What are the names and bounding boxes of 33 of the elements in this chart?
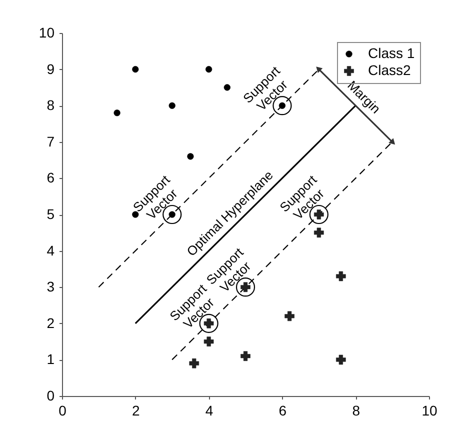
x-tick-label: 10 (422, 402, 438, 418)
point (132, 66, 139, 73)
x-tick-label: 2 (132, 402, 140, 418)
x-tick-label: 4 (205, 402, 214, 418)
point (204, 336, 214, 346)
x-tick-label: 0 (58, 402, 67, 418)
point (189, 358, 200, 368)
y-tick-label: 6 (46, 170, 55, 186)
x-tick-label: 6 (278, 402, 287, 418)
point (187, 153, 194, 160)
y-tick-label: 8 (46, 97, 55, 114)
point (336, 271, 346, 282)
point (205, 66, 212, 73)
point (168, 102, 176, 109)
y-tick-label: 10 (38, 24, 55, 40)
legend-label: Class2 (368, 62, 412, 78)
point (132, 211, 139, 218)
legend-label: Class 1 (368, 45, 415, 61)
y-tick-label: 2 (46, 314, 55, 331)
point (284, 311, 294, 322)
point (314, 228, 324, 238)
y-tick-label: 1 (46, 351, 55, 368)
point (240, 351, 250, 361)
y-tick-label: 0 (46, 388, 55, 404)
y-tick-label: 4 (46, 242, 55, 258)
point (224, 84, 230, 91)
y-tick-label: 5 (46, 206, 55, 222)
x-tick-label: 8 (352, 402, 360, 418)
y-tick-label: 9 (46, 60, 55, 77)
point (114, 110, 120, 116)
y-tick-label: 3 (46, 278, 55, 295)
point (336, 354, 346, 365)
y-tick-label: 7 (46, 133, 55, 150)
